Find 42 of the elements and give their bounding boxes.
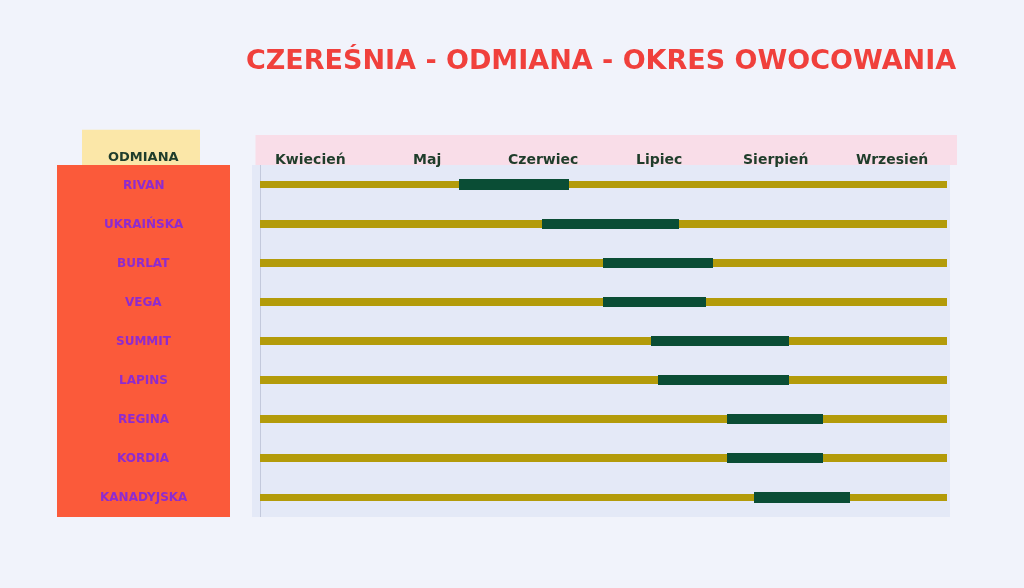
chart-title: CZEREŚNIA - ODMIANA - OKRES OWOCOWANIA bbox=[245, 44, 957, 76]
y-tick-label: KORDIA bbox=[117, 451, 170, 465]
y-tick-label: RIVAN bbox=[123, 178, 165, 192]
bar bbox=[823, 454, 947, 463]
bar bbox=[823, 415, 947, 424]
y-tick-label: KANADYJSKA bbox=[100, 490, 189, 504]
bar bbox=[726, 453, 824, 464]
bar bbox=[260, 297, 604, 306]
y-tick-label: REGINA bbox=[118, 412, 170, 426]
bar bbox=[260, 454, 727, 463]
y-tick-label: VEGA bbox=[125, 295, 163, 309]
annotation: Sierpień bbox=[743, 151, 809, 167]
annotation: Lipiec bbox=[636, 151, 683, 167]
y-tick-label: SUMMIT bbox=[116, 334, 172, 348]
bar bbox=[459, 179, 570, 190]
bar bbox=[260, 376, 659, 385]
bar bbox=[260, 219, 542, 228]
annotation: Maj bbox=[413, 151, 442, 167]
annotation: Kwiecień bbox=[275, 151, 346, 167]
bar bbox=[569, 180, 947, 189]
bar bbox=[603, 296, 707, 307]
bar bbox=[260, 337, 652, 345]
bar bbox=[603, 257, 714, 268]
bar bbox=[678, 219, 947, 228]
bar bbox=[850, 493, 947, 502]
bar bbox=[706, 297, 947, 306]
y-tick-label: LAPINS bbox=[119, 373, 168, 387]
bar bbox=[754, 492, 851, 503]
bar bbox=[713, 258, 947, 267]
bar bbox=[541, 218, 679, 229]
y-tick-label: UKRAIŃSKA bbox=[104, 216, 185, 231]
annotation: Czerwiec bbox=[508, 151, 579, 167]
bar bbox=[651, 335, 789, 347]
bar bbox=[726, 414, 824, 425]
annotation: Wrzesień bbox=[856, 151, 929, 167]
bar bbox=[788, 337, 947, 345]
y-axis-title: ODMIANA bbox=[108, 149, 179, 164]
bar bbox=[788, 376, 947, 385]
bar bbox=[260, 415, 727, 424]
bar bbox=[658, 375, 789, 386]
bar bbox=[260, 258, 604, 267]
y-tick-label: BURLAT bbox=[117, 256, 171, 270]
